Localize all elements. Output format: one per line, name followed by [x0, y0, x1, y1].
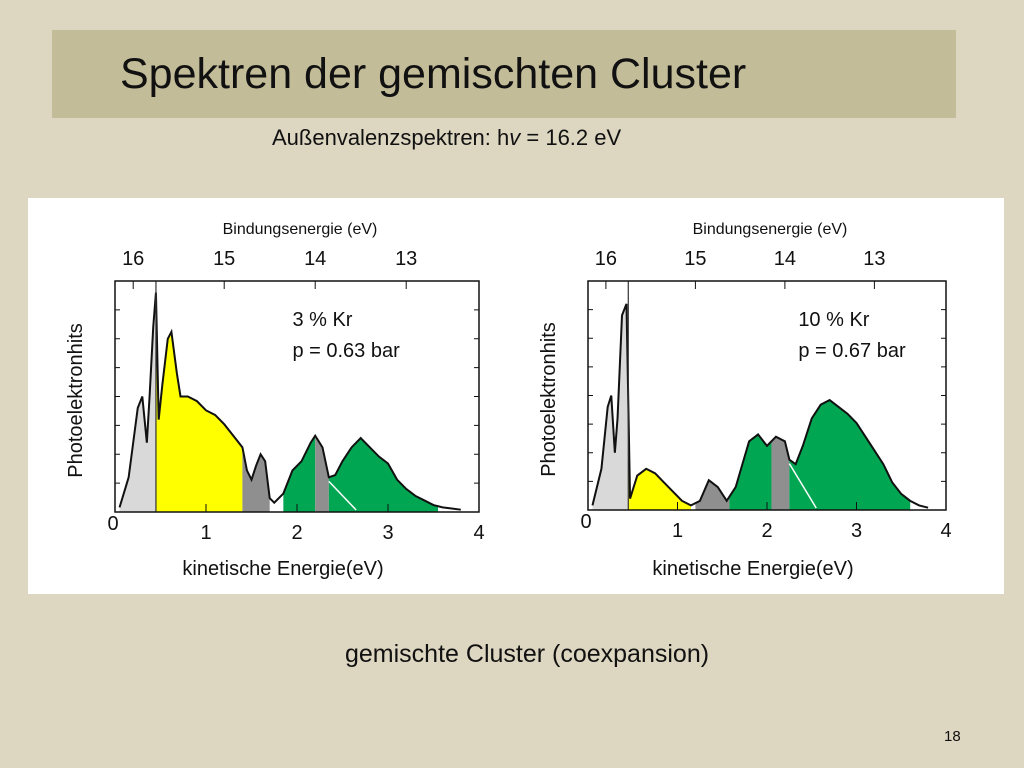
spectrum-region-yellow-2: [155, 292, 243, 512]
x-tick-label: 3: [851, 520, 862, 542]
spectra-figure: 0 1 2 3 4 16 15 14 13 Bindungsenergie (eV) kinetis…: [28, 198, 1004, 594]
spectrum-region-green-6: [789, 400, 911, 510]
top-tick-label: 14: [774, 248, 796, 270]
spectrum-region-dark-gray-5: [771, 436, 790, 510]
slide-caption: gemischte Cluster (coexpansion): [345, 640, 710, 668]
x-tick-label: 1: [200, 522, 211, 544]
top-tick-label: 16: [122, 248, 144, 270]
x-tick-label: 2: [761, 520, 772, 542]
spectrum-panel-2: 0 1 2 3 4 16 15 14 13 Bindungsenergie (eV) kinetis…: [538, 221, 952, 580]
spectrum-region-green-6: [328, 438, 439, 512]
x-tick-label: 0: [107, 513, 118, 535]
spectrum-line: [591, 303, 929, 509]
annotation-line-1: 3 % Kr: [292, 309, 352, 331]
subtitle-prefix: Außenvalenzspektren: h: [272, 125, 510, 150]
spectrum-region-light-gray-1: [592, 303, 629, 510]
slide-subtitle: Außenvalenzspektren: hv = 16.2 eV: [272, 125, 621, 151]
top-tick-label: 16: [595, 248, 617, 270]
top-tick-label: 13: [395, 248, 417, 270]
x-tick-label: 4: [473, 522, 484, 544]
title-bar: [52, 30, 956, 118]
region-separator-line: [788, 463, 817, 509]
y-axis-label: Photoelektronhits: [538, 322, 560, 477]
subtitle-symbol: v: [509, 125, 521, 150]
annotation-line-1: 10 % Kr: [798, 309, 869, 331]
top-axis-label: Bindungsenergie (eV): [223, 221, 378, 238]
spectrum-region-dark-gray-3: [242, 447, 270, 512]
top-tick-label: 15: [684, 248, 706, 270]
annotation-line-2: p = 0.67 bar: [798, 340, 906, 362]
x-axis-label: kinetische Energie(eV): [652, 558, 853, 580]
x-tick-label: 4: [940, 520, 951, 542]
x-tick-label: 3: [382, 522, 393, 544]
region-separator-line: [328, 480, 357, 511]
slide-title: Spektren der gemischten Cluster: [120, 50, 747, 98]
top-axis-label: Bindungsenergie (eV): [693, 221, 848, 238]
top-tick-label: 13: [863, 248, 885, 270]
x-tick-label: 1: [672, 520, 683, 542]
subtitle-suffix: = 16.2 eV: [520, 125, 622, 150]
y-axis-label: Photoelektronhits: [65, 323, 87, 478]
top-tick-label: 14: [304, 248, 326, 270]
top-tick-label: 15: [213, 248, 235, 270]
x-tick-label: 2: [291, 522, 302, 544]
x-tick-label: 0: [580, 511, 591, 533]
spectrum-region-yellow-2: [628, 401, 691, 510]
spectrum-region-light-gray-1: [119, 292, 156, 512]
annotation-line-2: p = 0.63 bar: [292, 340, 400, 362]
spectrum-region-dark-gray-5: [315, 435, 329, 512]
spectrum-line: [118, 292, 461, 511]
page-number: 18: [944, 728, 961, 745]
spectrum-region-green-4: [729, 434, 772, 510]
spectrum-region-dark-gray-3: [695, 480, 730, 510]
x-axis-label: kinetische Energie(eV): [182, 558, 383, 580]
spectrum-panel-1: 0 1 2 3 4 16 15 14 13 Bindungsenergie (eV) kinetis…: [65, 221, 485, 580]
spectrum-region-green-4: [283, 435, 316, 512]
